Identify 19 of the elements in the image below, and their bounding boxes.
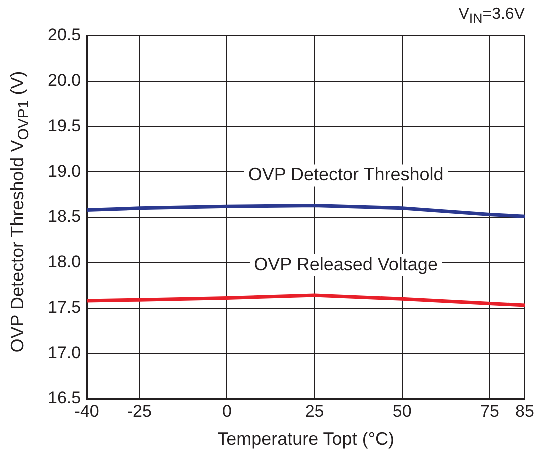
series-label: OVP Released Voltage: [254, 254, 438, 275]
x-tick-label: 50: [392, 402, 412, 421]
x-tick-label: -25: [127, 402, 152, 421]
y-tick-label: 18.5: [48, 207, 82, 226]
y-tick-label: 19.5: [48, 116, 82, 136]
y-tick-label: 18.0: [48, 252, 82, 272]
y-tick-label: 19.0: [48, 162, 82, 181]
y-tick-label: 20.5: [48, 26, 82, 45]
x-tick-label: 25: [305, 402, 324, 421]
x-tick-label: 0: [222, 402, 232, 421]
text: V$_{IN}$=3.6V: [458, 6, 525, 26]
y-tick-label: 17.0: [48, 343, 82, 362]
y-tick-label: 17.5: [48, 298, 82, 317]
y-tick-label: 20.0: [48, 71, 82, 90]
y-tick-label: 16.5: [48, 388, 82, 408]
x-axis-title: Temperature Topt (°C): [218, 429, 395, 450]
x-tick-label: 75: [480, 402, 500, 421]
series-label: OVP Detector Threshold: [248, 164, 444, 185]
x-tick-label: 85: [516, 402, 534, 421]
